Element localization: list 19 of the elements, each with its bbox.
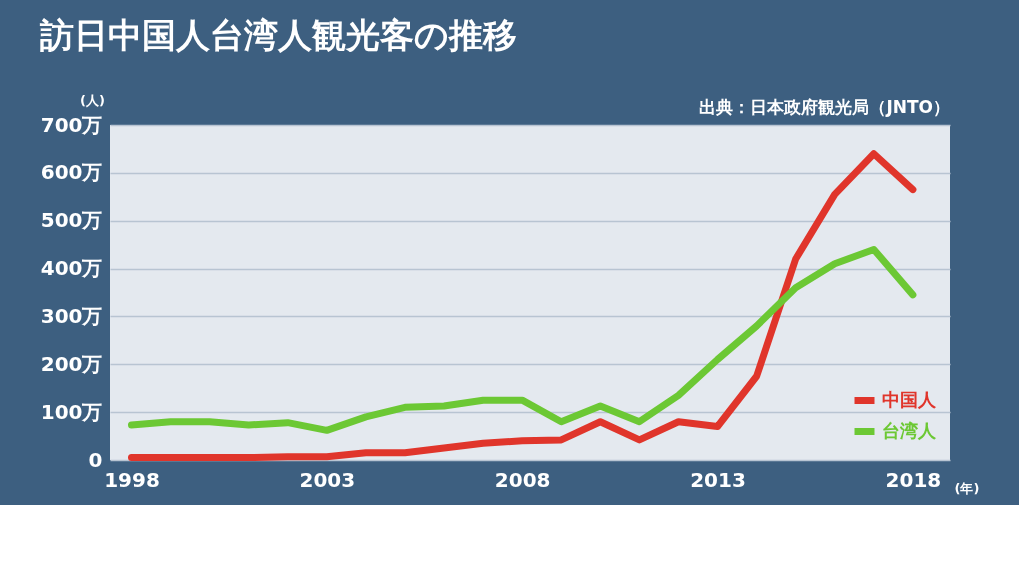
y-tick-label: 200万 (40, 351, 103, 376)
x-tick-label: 2003 (299, 467, 356, 492)
x-tick-label: 2008 (494, 467, 551, 492)
y-tick-label: 700万 (40, 112, 103, 137)
x-tick-label: 2018 (885, 467, 942, 492)
legend-label: 台湾人 (882, 419, 937, 441)
chart-title: 訪日中国人台湾人観光客の推移 (39, 15, 518, 55)
y-tick-label: 300万 (40, 303, 103, 328)
y-tick-label: 500万 (40, 208, 103, 233)
y-tick-label: 400万 (40, 256, 103, 281)
x-tick-label: 2013 (690, 467, 746, 492)
y-tick-label: 0 (88, 447, 103, 472)
x-tick-label: 1998 (104, 467, 160, 492)
y-axis-title: (人) (80, 92, 105, 108)
y-tick-label: 600万 (40, 160, 103, 185)
legend-label: 中国人 (882, 388, 937, 410)
x-axis-title: (年) (954, 480, 980, 496)
y-tick-label: 100万 (40, 399, 103, 424)
source-note: 出典：日本政府観光局（JNTO） (699, 97, 950, 117)
